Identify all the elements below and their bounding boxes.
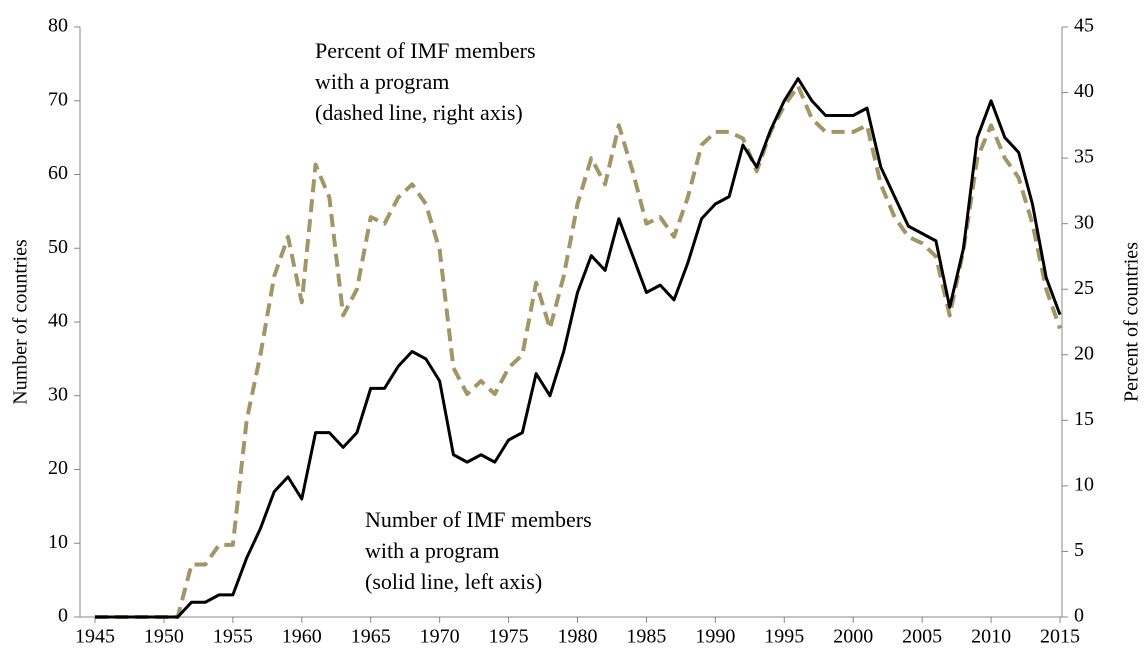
x-tick-label: 1995 bbox=[764, 626, 804, 648]
x-tick-label: 1980 bbox=[558, 626, 598, 648]
x-tick-label: 1950 bbox=[144, 626, 184, 648]
x-tick-label: 1960 bbox=[282, 626, 322, 648]
y2-tick-label: 20 bbox=[1074, 342, 1094, 364]
x-tick-label: 1985 bbox=[626, 626, 666, 648]
x-tick-label: 1975 bbox=[489, 626, 529, 648]
annotation: (dashed line, right axis) bbox=[315, 100, 523, 125]
y-tick-label: 10 bbox=[48, 531, 68, 553]
y2-tick-label: 10 bbox=[1074, 473, 1094, 495]
annotation: with a program bbox=[365, 538, 499, 563]
y-axis-label: Number of countries bbox=[10, 239, 32, 405]
annotation: with a program bbox=[315, 69, 449, 94]
y-tick-label: 0 bbox=[58, 605, 68, 627]
annotation: Number of IMF members bbox=[365, 507, 592, 532]
annotation: Percent of IMF members bbox=[315, 38, 536, 63]
y2-axis-label: Percent of countries bbox=[1121, 242, 1143, 402]
x-tick-label: 1970 bbox=[420, 626, 460, 648]
y2-tick-label: 15 bbox=[1074, 408, 1094, 430]
annotation: (solid line, left axis) bbox=[365, 569, 542, 594]
y-tick-label: 30 bbox=[48, 383, 68, 405]
y2-tick-label: 45 bbox=[1074, 15, 1094, 37]
y-tick-label: 40 bbox=[48, 310, 68, 332]
y2-tick-label: 5 bbox=[1074, 539, 1084, 561]
x-tick-label: 2005 bbox=[902, 626, 942, 648]
x-tick-label: 2000 bbox=[833, 626, 873, 648]
y2-tick-label: 0 bbox=[1074, 605, 1084, 627]
x-tick-label: 1945 bbox=[75, 626, 115, 648]
y2-tick-label: 40 bbox=[1074, 80, 1094, 102]
y-tick-label: 80 bbox=[48, 15, 68, 37]
y-tick-label: 20 bbox=[48, 457, 68, 479]
y-tick-label: 50 bbox=[48, 236, 68, 258]
y2-tick-label: 25 bbox=[1074, 277, 1094, 299]
y2-tick-label: 30 bbox=[1074, 211, 1094, 233]
x-tick-label: 2010 bbox=[971, 626, 1011, 648]
x-tick-label: 1990 bbox=[695, 626, 735, 648]
y-tick-label: 60 bbox=[48, 162, 68, 184]
series-line bbox=[95, 77, 1062, 619]
y2-tick-label: 35 bbox=[1074, 146, 1094, 168]
x-tick-label: 2015 bbox=[1040, 626, 1080, 648]
x-tick-label: 1965 bbox=[351, 626, 391, 648]
x-tick-label: 1955 bbox=[213, 626, 253, 648]
y-tick-label: 70 bbox=[48, 88, 68, 110]
series-line bbox=[95, 84, 1062, 619]
